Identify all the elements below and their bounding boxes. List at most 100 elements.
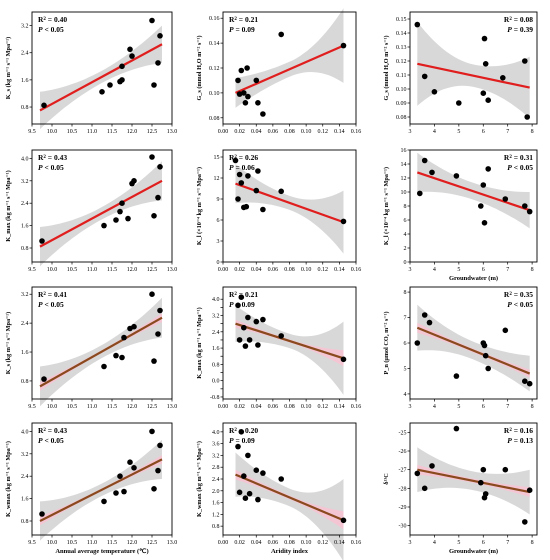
x-tick-label: 0.04 (251, 404, 262, 410)
data-point (235, 196, 241, 202)
x-tick-label: 11.5 (107, 540, 117, 546)
y-tick-label: 14 (401, 162, 407, 168)
y-axis-label: K_wmax (kg m⁻¹ s⁻¹ Mpa⁻¹) (196, 441, 203, 517)
data-point (238, 180, 245, 186)
p-value-label: P = 0.09 (229, 300, 255, 309)
x-tick-label: 13.0 (167, 404, 178, 410)
data-point (502, 196, 509, 202)
data-point (485, 365, 492, 372)
y-tick-label: 3.2 (212, 453, 220, 459)
confidence-band (235, 164, 344, 254)
x-tick-label: 0.04 (251, 267, 262, 273)
x-tick-label: 12.0 (127, 129, 138, 135)
x-tick-label: 4 (433, 540, 436, 546)
x-tick-label: 10.5 (67, 267, 78, 273)
x-tick-label: 8 (531, 129, 534, 135)
y-tick-label: 0.8 (21, 105, 29, 111)
data-point (119, 63, 125, 70)
y-tick-label: 3.2 (212, 314, 220, 320)
x-tick-label: 0.08 (284, 267, 295, 273)
y-tick-label: 2.4 (21, 474, 29, 480)
r-squared-label: R2 = 0.40 (38, 15, 67, 24)
x-tick-label: 8 (531, 267, 534, 273)
data-point (340, 356, 347, 363)
p-value-label: P = 0.06 (229, 163, 255, 172)
y-tick-label: 0.10 (209, 91, 220, 97)
plot-frame (31, 11, 173, 125)
y-axis-label: K_s (kg m⁻¹ s⁻¹ Mpa⁻¹) (5, 37, 12, 99)
y-tick-label: 6 (404, 341, 407, 347)
data-point (149, 154, 155, 160)
y-tick-label: 0.14 (396, 31, 407, 37)
y-tick-label: 4.0 (212, 430, 220, 436)
data-point (485, 166, 492, 172)
data-point (236, 171, 243, 178)
data-point (127, 46, 133, 53)
x-tick-label: 3 (409, 404, 412, 410)
x-tick-label: 10.0 (47, 404, 58, 410)
data-point (113, 490, 119, 496)
plot-frame (409, 422, 538, 536)
r-squared-label: R2 = 0.08 (504, 15, 533, 24)
x-tick-label: 4 (433, 267, 436, 273)
x-tick-label: 0.10 (301, 267, 312, 273)
panel-r2c3: 3 4 5 6 7 8 0 2 4 6 8 10 12 14 16 R2 = 0.31P < 0.05 K_l … (383, 148, 538, 282)
y-tick-label: 0.14 (209, 41, 220, 47)
panel-r2c1: 9.5 10.0 10.5 11.0 11.5 12.0 12.5 13.0 0.8 1.6 2.4… (5, 149, 178, 273)
data-point (522, 203, 528, 209)
y-axis-label: P_n (μmol CO₂ m⁻² s⁻¹) (383, 311, 390, 374)
data-point (431, 89, 438, 95)
x-tick-label: 12.5 (147, 129, 158, 135)
data-point (235, 302, 241, 309)
y-tick-label: 3.6 (212, 442, 220, 448)
data-point (238, 67, 245, 74)
x-tick-label: 0.00 (218, 540, 229, 546)
plot-frame (31, 422, 173, 536)
x-tick-label: 13.0 (167, 267, 178, 273)
data-point (246, 337, 253, 343)
p-value-label: P < 0.05 (38, 436, 64, 445)
p-value-label: P = 0.39 (507, 25, 533, 34)
confidence-band (235, 8, 344, 108)
r-squared-label: R2 = 0.35 (504, 290, 533, 299)
data-point (241, 324, 247, 331)
data-point (278, 476, 285, 482)
x-tick-label: 0.02 (234, 129, 245, 135)
x-tick-label: 5 (457, 404, 460, 410)
data-point (243, 203, 250, 210)
y-tick-label: 0.16 (209, 16, 220, 22)
data-point (101, 363, 107, 370)
data-point (155, 467, 161, 474)
data-point (453, 173, 460, 179)
y-tick-label: -28 (399, 486, 407, 492)
x-tick-label: 0.12 (318, 129, 329, 135)
y-tick-label: 4 (404, 232, 407, 238)
x-tick-label: 11.0 (87, 404, 97, 410)
data-point (155, 194, 161, 201)
data-point (453, 373, 460, 379)
x-tick-label: 0.16 (351, 540, 362, 546)
data-point (246, 490, 253, 497)
r-squared-label: R2 = 0.43 (38, 153, 67, 162)
x-axis-label: Annual average temperature (℃) (55, 547, 148, 555)
regression-line (417, 468, 530, 494)
x-tick-label: 10.0 (47, 540, 58, 546)
x-tick-label: 0.10 (301, 129, 312, 135)
x-tick-label: 12.0 (127, 267, 138, 273)
data-point (151, 486, 157, 492)
y-axis-label: G_s (mmol H₂O m⁻² s⁻¹) (196, 35, 203, 100)
data-point (119, 77, 125, 83)
x-tick-label: 9.5 (28, 540, 36, 546)
y-tick-label: 6 (404, 218, 407, 224)
x-axis-label: Groundwater (m) (449, 275, 498, 282)
x-tick-label: 0.00 (218, 129, 229, 135)
p-value-label: P < 0.05 (507, 163, 533, 172)
x-tick-label: 0.06 (268, 129, 279, 135)
x-tick-label: 0.10 (301, 404, 312, 410)
x-tick-label: 8 (531, 540, 534, 546)
x-tick-label: 3 (409, 267, 412, 273)
data-point (151, 213, 157, 219)
x-tick-label: 11.0 (87, 540, 97, 546)
x-tick-label: 4 (433, 129, 436, 135)
data-point (414, 470, 421, 477)
